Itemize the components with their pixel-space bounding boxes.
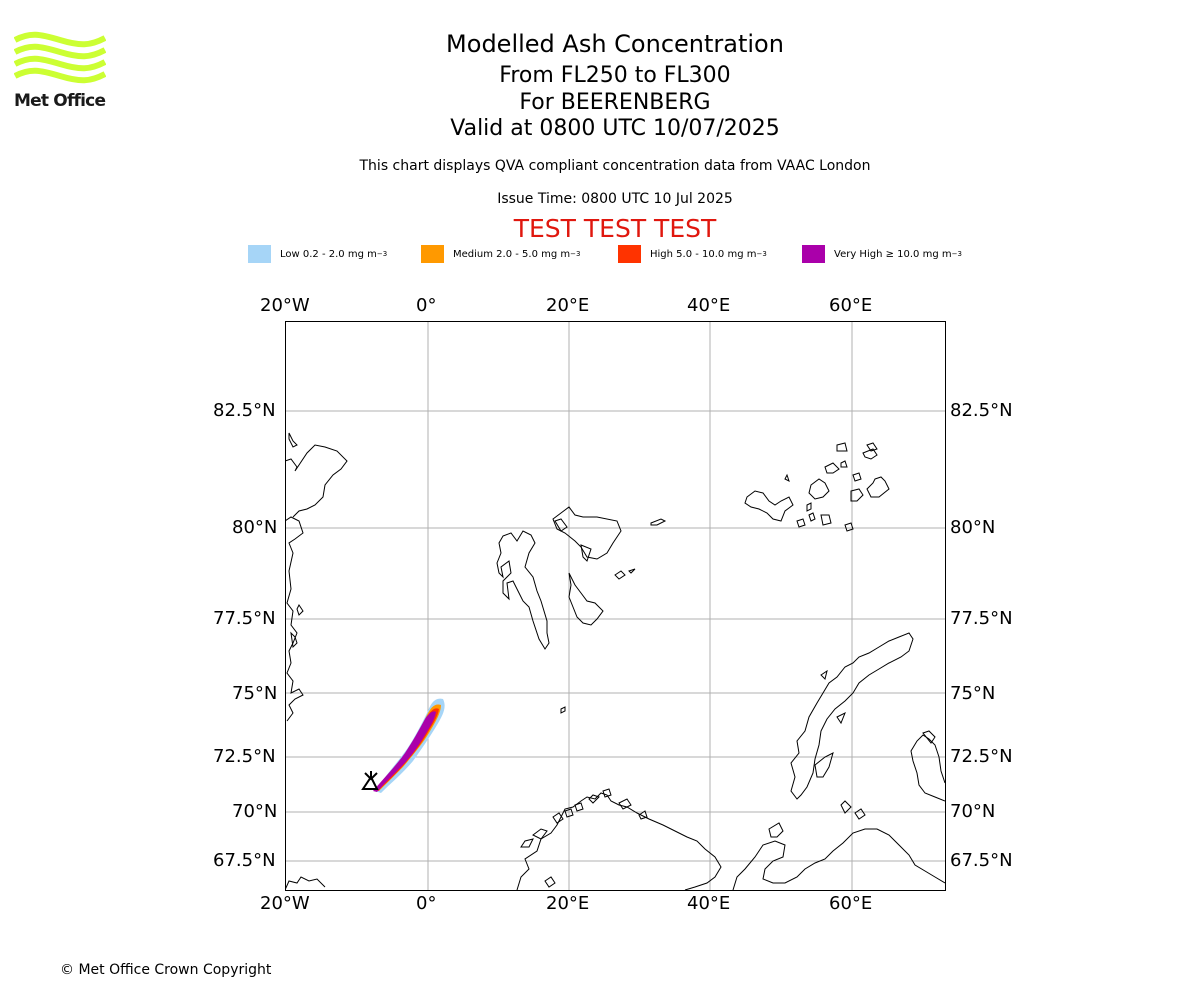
coastline-franz-josef-land [744,490,794,522]
lon-tick-bottom-20e: 20°E [546,893,590,914]
legend-swatch-high [618,245,641,263]
map-panel [285,321,946,891]
legend-unit-low: −3 [376,250,388,258]
coastlines [285,432,945,890]
lat-tick-right-70: 70°N [950,801,996,822]
lon-tick-top-20w: 20°W [260,295,310,316]
legend-item-medium: Medium 2.0 - 5.0 mg m −3 [421,244,580,264]
legend-label-high: High 5.0 - 10.0 mg m [650,248,757,260]
coastline-kolguyev [768,822,784,838]
lon-tick-bottom-0: 0° [416,893,437,914]
lat-tick-left-67-5: 67.5°N [213,850,276,871]
lat-tick-left-80: 80°N [232,517,278,538]
volcano-name: For BEERENBERG [519,90,711,115]
lat-tick-right-77-5: 77.5°N [950,608,1013,629]
lon-tick-top-40e: 40°E [687,295,731,316]
lat-tick-left-77-5: 77.5°N [213,608,276,629]
compliance-note: This chart displays QVA compliant concen… [359,158,871,174]
lat-tick-right-80: 80°N [950,517,996,538]
coastline-novaya-zemlya [790,632,914,800]
lat-tick-right-72-5: 72.5°N [950,746,1013,767]
chart-title: Modelled Ash Concentration [446,30,784,58]
lat-tick-right-82-5: 82.5°N [950,400,1013,421]
legend-label-very-high: Very High ≥ 10.0 mg m [834,248,952,260]
lon-tick-top-0: 0° [416,295,437,316]
lat-tick-right-75: 75°N [950,683,996,704]
map-frame [285,321,946,891]
issue-time: Issue Time: 0800 UTC 10 Jul 2025 [497,191,733,207]
legend-unit-high: −3 [756,250,767,258]
met-office-waves-icon [13,31,107,84]
lon-tick-top-20e: 20°E [546,295,590,316]
legend-label-low: Low 0.2 - 2.0 mg m [280,248,377,260]
legend-label-medium: Medium 2.0 - 5.0 mg m [453,248,571,260]
ash-plume [373,698,445,793]
legend-item-very-high: Very High ≥ 10.0 mg m −3 [802,244,962,264]
legend-unit-very-high: −3 [951,250,962,258]
lat-tick-left-82-5: 82.5°N [213,400,276,421]
coastline-svalbard-nordaustlandet [552,506,622,560]
lon-tick-bottom-60e: 60°E [829,893,873,914]
lat-tick-left-75: 75°N [232,683,278,704]
legend-swatch-medium [421,245,444,263]
lon-tick-bottom-40e: 40°E [687,893,731,914]
coastline-white-sea [732,828,945,890]
coastline-svalbard-spitsbergen [496,530,550,650]
coastline-greenland-south [285,876,326,890]
coastline-scandinavia [516,792,722,890]
legend-swatch-very-high [802,245,825,263]
flight-level-range: From FL250 to FL300 [499,63,731,88]
coastline-bear-island [560,706,566,714]
coastline-greenland [285,516,304,722]
logo-text: Met Office [14,91,106,111]
volcano-triangle-icon [361,771,379,790]
coastline-kvitoya [650,518,667,526]
copyright-notice: © Met Office Crown Copyright [60,962,272,978]
met-office-logo [13,30,107,112]
legend-unit-medium: −3 [570,250,581,258]
lon-tick-top-60e: 60°E [829,295,873,316]
legend-item-high: High 5.0 - 10.0 mg m −3 [618,244,767,264]
lon-tick-bottom-20w: 20°W [260,893,310,914]
lat-tick-left-72-5: 72.5°N [213,746,276,767]
legend-item-low: Low 0.2 - 2.0 mg m −3 [248,244,387,264]
legend-swatch-low [248,245,271,263]
coastline-greenland-north [285,444,348,518]
lat-tick-left-70: 70°N [232,801,278,822]
map-gridlines [285,321,945,890]
valid-time: Valid at 0800 UTC 10/07/2025 [450,116,780,141]
lat-tick-right-67-5: 67.5°N [950,850,1013,871]
plume-very-high [373,711,436,792]
coastline-yamal [910,734,945,802]
test-banner: TEST TEST TEST [513,214,717,243]
